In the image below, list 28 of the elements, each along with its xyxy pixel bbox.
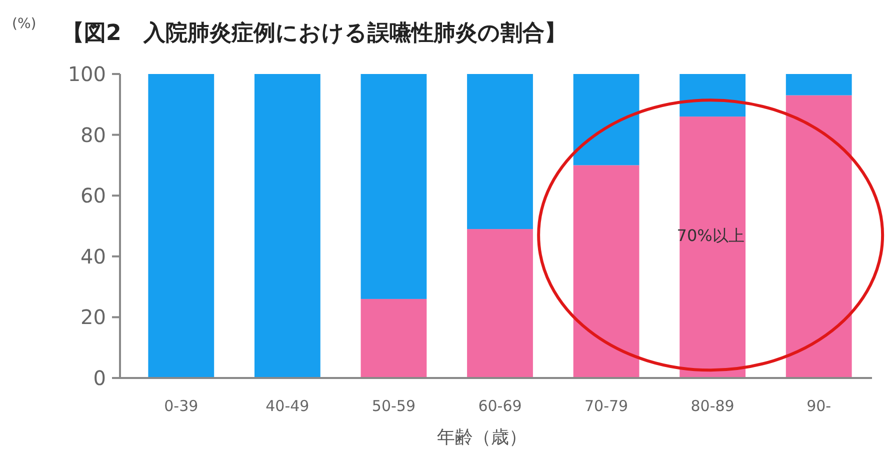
x-axis-title: 年齢（歳） [437, 427, 527, 448]
x-tick-label: 90- [806, 397, 832, 415]
bar [360, 298, 427, 378]
x-tick-label: 50-59 [372, 397, 416, 415]
y-tick-label: 100 [68, 62, 106, 86]
x-tick-label: 70-79 [584, 397, 628, 415]
x-tick-label: 40-49 [266, 397, 310, 415]
bar [360, 74, 427, 299]
y-tick-label: 40 [80, 244, 106, 268]
bar [786, 74, 852, 96]
bar [786, 95, 852, 378]
bar [680, 74, 746, 117]
y-tick-label: 20 [80, 305, 106, 330]
bar [573, 74, 640, 166]
bar [467, 229, 533, 378]
chart-title: 【図2 入院肺炎症例における誤嚥性肺炎の割合】 [62, 21, 566, 46]
bar [467, 74, 533, 230]
x-tick-label: 0-39 [164, 397, 198, 415]
bar [254, 74, 320, 378]
bar [573, 165, 640, 378]
y-axis-title: (%) [12, 16, 36, 32]
y-tick-label: 0 [93, 366, 106, 390]
bar [148, 74, 214, 378]
y-tick-label: 60 [80, 184, 106, 208]
x-tick-label: 80-89 [690, 397, 734, 415]
y-tick-label: 80 [80, 122, 106, 147]
x-tick-label: 60-69 [478, 397, 522, 415]
bar [680, 116, 746, 378]
